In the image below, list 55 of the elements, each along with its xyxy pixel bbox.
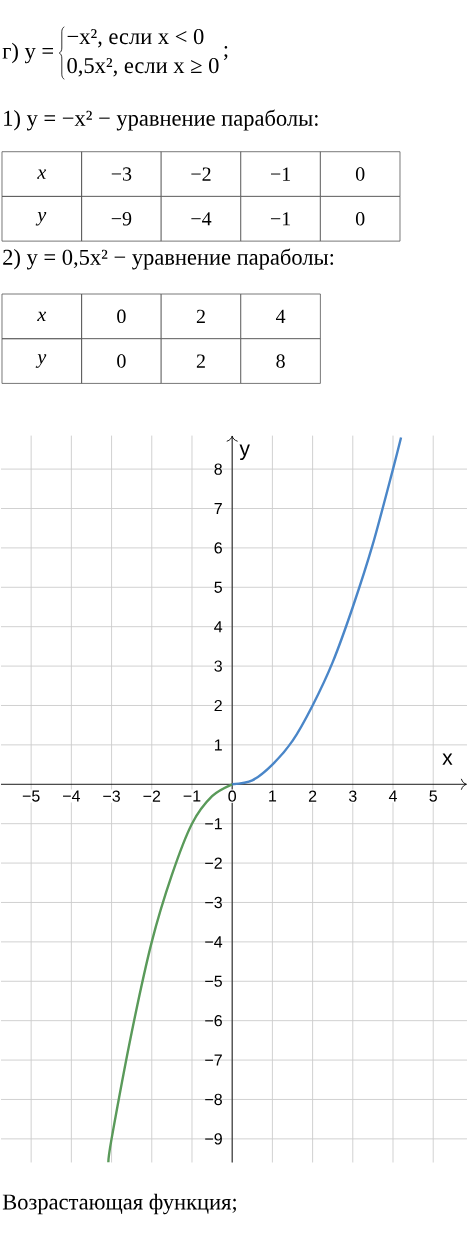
data-label: 0	[355, 212, 365, 226]
y-tick-label: x	[37, 169, 47, 179]
data-label: −1	[270, 167, 291, 181]
x-tick-label: 5	[429, 790, 437, 802]
y-tick-label: 2	[214, 699, 222, 712]
data-label: −9	[111, 212, 132, 226]
y-tick-label: −8	[205, 1093, 222, 1106]
text: 0,5x², если x ≥ 0	[67, 57, 219, 77]
y-tick-label: −3	[205, 896, 222, 909]
y-tick-label: y	[35, 212, 47, 226]
data-label: −4	[191, 212, 212, 226]
text: Возрастающая функция;	[2, 1193, 236, 1215]
y-tick-label: 7	[214, 502, 222, 514]
data-label: −3	[111, 167, 132, 181]
x-tick-label: 0	[228, 790, 236, 802]
data-label: 8	[276, 354, 285, 368]
data-label: 4	[275, 309, 286, 323]
chart-title: 2) y = 0,5x² − уравнение параболы:	[3, 248, 334, 270]
x-tick-label: −4	[63, 790, 81, 802]
y-tick-label: x	[37, 311, 47, 321]
data-label: −1	[270, 212, 291, 226]
y-tick-label: −1	[205, 818, 222, 830]
y-axis-title: y	[239, 444, 250, 461]
data-label: 0	[355, 167, 365, 181]
chart-title: 1) y = −x² − уравнение параболы:	[4, 109, 318, 131]
x-tick-label: 3	[348, 790, 357, 802]
x-tick-label: −1	[183, 790, 201, 802]
data-label: 2	[196, 309, 205, 323]
y-tick-label: −5	[205, 975, 222, 987]
data-label: 0	[117, 309, 126, 324]
text: г) y =	[2, 42, 54, 64]
x-tick-label: −2	[143, 790, 161, 802]
x-tick-label: −3	[103, 790, 120, 802]
y-tick-label: −4	[205, 936, 223, 948]
y-tick-label: y	[35, 354, 47, 368]
y-tick-label: 1	[214, 739, 222, 751]
line-series	[230, 436, 403, 786]
data-label: 0	[117, 354, 126, 368]
data-label: 2	[196, 354, 205, 368]
x-tick-label: 2	[308, 790, 317, 802]
data-label: −2	[191, 167, 211, 181]
y-tick-label: 6	[214, 542, 222, 554]
y-tick-label: −9	[205, 1133, 222, 1145]
y-tick-label: −6	[205, 1015, 222, 1027]
text: −x², если x < 0	[67, 28, 204, 48]
y-tick-label: 8	[214, 463, 222, 475]
text: ;	[223, 46, 228, 61]
x-axis-title: x	[442, 753, 453, 765]
x-tick-label: 1	[269, 790, 277, 802]
y-tick-label: 3	[214, 660, 222, 672]
y-tick-label: 5	[214, 581, 222, 593]
x-tick-label: 4	[388, 790, 397, 802]
y-tick-label: −2	[205, 857, 222, 869]
y-tick-label: −7	[205, 1054, 222, 1066]
y-tick-label: 4	[214, 621, 223, 633]
